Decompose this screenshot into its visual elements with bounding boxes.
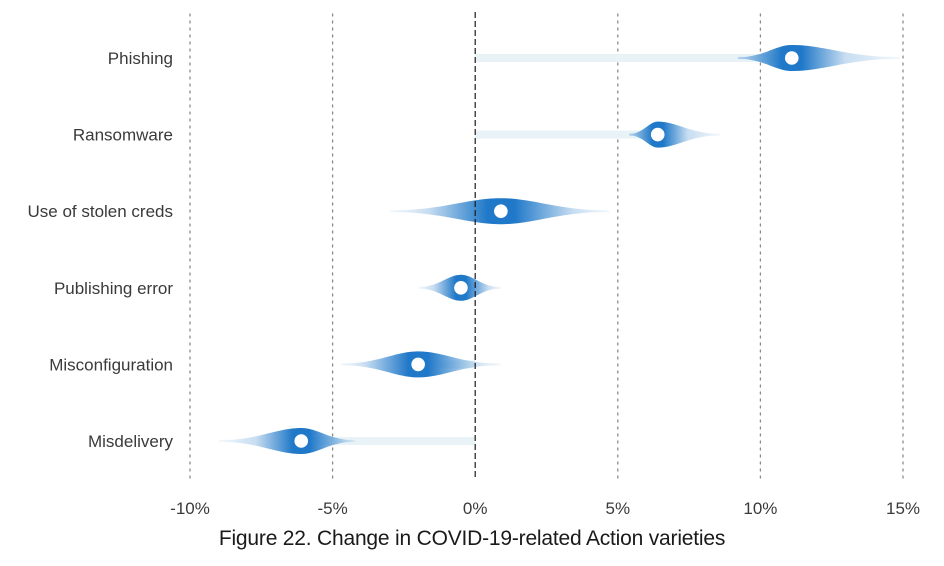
category-label: Misconfiguration — [49, 355, 173, 374]
violin-shape — [737, 45, 901, 71]
category-labels: Phishing Ransomware Use of stolen creds Pub… — [27, 49, 173, 451]
category-label: Misdelivery — [88, 432, 174, 451]
point-marker — [411, 357, 425, 372]
category-label: Phishing — [108, 49, 173, 68]
violins — [218, 45, 901, 454]
x-tick-labels: -10% -5% 0% 5% 10% 15% — [170, 499, 920, 518]
baseline-bar — [301, 437, 476, 445]
category-label: Publishing error — [54, 279, 173, 298]
x-tick-label: 10% — [743, 499, 777, 518]
point-marker — [454, 281, 468, 295]
point-marker — [784, 51, 799, 65]
point-marker — [494, 204, 508, 218]
x-tick-label: -5% — [317, 499, 347, 518]
points — [294, 51, 799, 448]
point-marker — [650, 127, 665, 142]
baseline-bar — [475, 130, 658, 139]
category-label: Use of stolen creds — [27, 202, 173, 221]
x-tick-label: 0% — [463, 499, 488, 518]
baseline-bar — [475, 54, 792, 62]
category-label: Ransomware — [73, 126, 173, 145]
baseline-bars — [301, 54, 792, 445]
x-tick-label: 15% — [886, 499, 920, 518]
point-marker — [294, 434, 309, 448]
gridlines — [189, 13, 904, 481]
x-tick-label: -10% — [170, 499, 210, 518]
violin-shape — [629, 121, 721, 148]
x-tick-label: 5% — [606, 499, 631, 518]
violin-chart: Phishing Ransomware Use of stolen creds Pub… — [27, 12, 920, 518]
violin-shape — [218, 428, 356, 454]
chart-title: Figure 22. Change in COVID-19-related Ac… — [218, 527, 726, 550]
